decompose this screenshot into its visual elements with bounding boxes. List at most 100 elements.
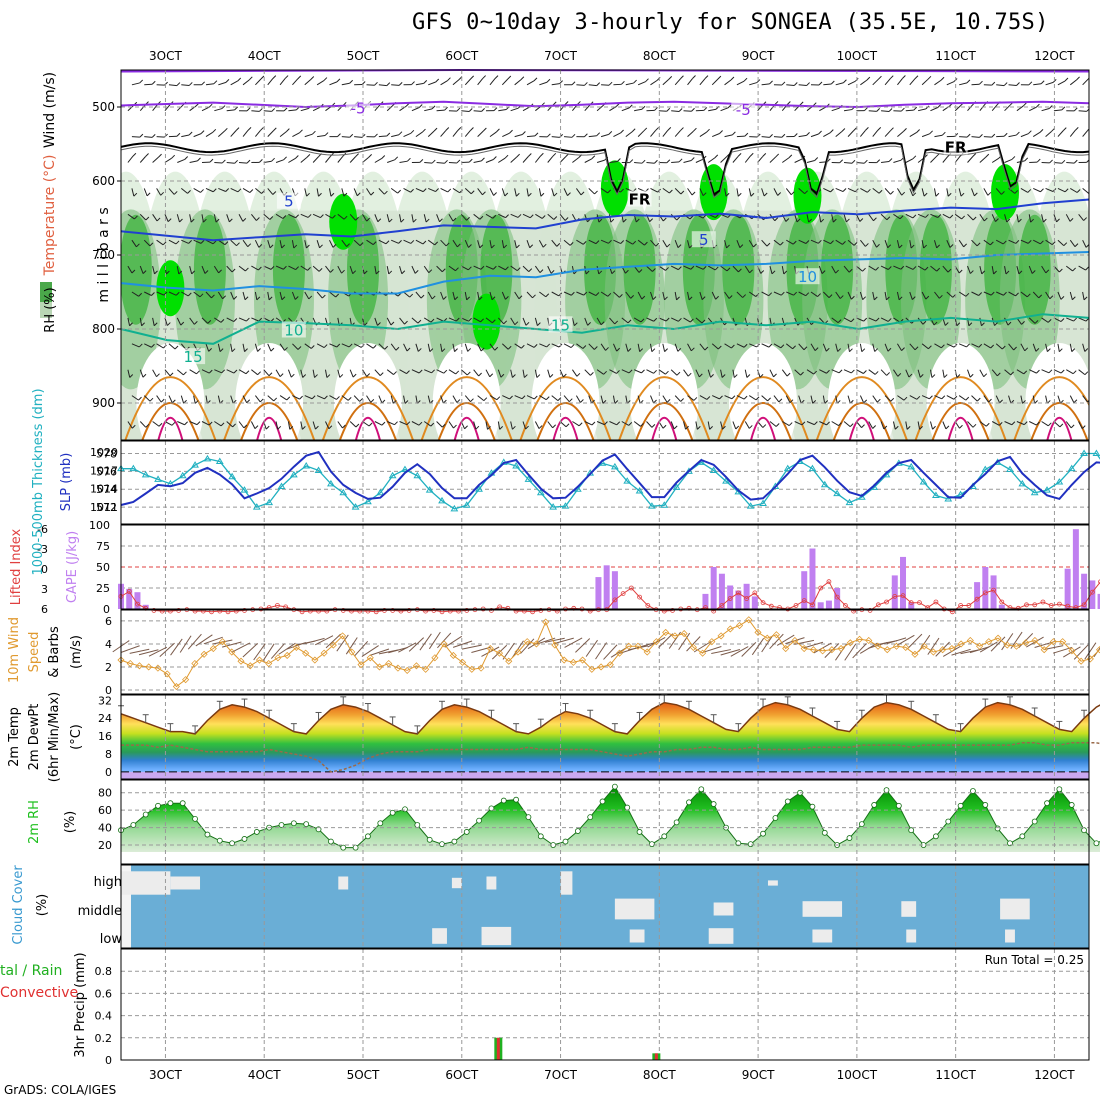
wind-barb bbox=[720, 369, 723, 378]
wind-barb-flag bbox=[268, 372, 273, 377]
wind-barb bbox=[300, 108, 309, 112]
wind-barb bbox=[893, 213, 901, 220]
rh2m-point bbox=[747, 841, 754, 848]
wind-barb bbox=[275, 159, 284, 163]
wind-barb-flag bbox=[257, 348, 261, 352]
middle-cloud-block bbox=[1000, 898, 1030, 920]
cape-bar bbox=[1097, 593, 1100, 609]
wind-barb bbox=[843, 214, 847, 223]
wind-barb bbox=[736, 395, 745, 400]
wind-barb bbox=[312, 156, 319, 163]
surface-wind-barb bbox=[693, 641, 712, 653]
wind-barb-flag bbox=[388, 218, 393, 223]
wind-barb bbox=[1069, 79, 1077, 86]
wind-speed-point bbox=[911, 650, 919, 658]
wind-barb bbox=[391, 239, 399, 244]
wind-barb bbox=[378, 84, 387, 87]
wind-barb bbox=[905, 265, 914, 270]
wind-barb bbox=[489, 395, 498, 401]
wind-barb-flag bbox=[916, 395, 921, 400]
wind-barb-flag bbox=[431, 295, 436, 300]
wind-barb-flag bbox=[233, 296, 238, 300]
wind-barb-flag bbox=[925, 295, 930, 300]
wind-barb bbox=[514, 188, 517, 197]
run-total-label: Run Total = 0.25 bbox=[985, 953, 1084, 967]
thickness-point bbox=[1018, 479, 1027, 487]
wind-barb bbox=[312, 213, 321, 219]
wind-barb-flag bbox=[220, 319, 225, 323]
wind-barb-flag bbox=[308, 295, 313, 300]
wind-barb-flag bbox=[958, 269, 963, 274]
wind-barb bbox=[634, 108, 643, 112]
wind-barb bbox=[868, 421, 874, 429]
thickness-point bbox=[759, 499, 767, 506]
wind-barb bbox=[1041, 317, 1049, 323]
surface-wind-barb bbox=[452, 640, 473, 648]
low-cloud-block bbox=[1005, 929, 1015, 943]
wind-barb-flag bbox=[355, 153, 359, 157]
wind-barb bbox=[325, 421, 330, 429]
top-time-label: 8OCT bbox=[643, 49, 676, 63]
wind-barb-flag bbox=[394, 156, 399, 161]
wind-barb bbox=[835, 131, 843, 137]
surface-wind-barb bbox=[686, 636, 701, 652]
wind-barb bbox=[933, 188, 937, 197]
wind-barb bbox=[843, 162, 853, 164]
wind-barb bbox=[1004, 369, 1011, 376]
wind-barb-flag bbox=[505, 296, 509, 300]
wind-barb bbox=[423, 214, 427, 223]
rh2m-point bbox=[710, 801, 717, 807]
wind-barb-flag bbox=[727, 104, 732, 109]
wind-barb bbox=[300, 421, 303, 430]
wind-barb bbox=[1053, 162, 1062, 164]
wind-barb-flag bbox=[370, 191, 375, 196]
wind-barb bbox=[979, 214, 985, 222]
wind-barb bbox=[214, 108, 223, 112]
wind-barb-flag bbox=[419, 158, 424, 163]
wind-barb-flag bbox=[225, 78, 230, 83]
rh2m-point bbox=[303, 821, 310, 828]
wind-barb-flag bbox=[730, 76, 735, 81]
wind-barb bbox=[452, 343, 456, 352]
wind-barb bbox=[139, 369, 144, 378]
wind-barb-flag bbox=[234, 159, 239, 164]
wind-barb-flag bbox=[456, 107, 461, 112]
thickness-point bbox=[981, 465, 990, 473]
wind-barb bbox=[732, 317, 737, 326]
wind-barb-flag bbox=[732, 131, 736, 136]
wind-barb-flag bbox=[780, 291, 785, 296]
temp-contour-30 bbox=[157, 417, 184, 440]
rh2m-point bbox=[253, 829, 260, 835]
wind-barb bbox=[724, 343, 732, 349]
wind-barb bbox=[757, 104, 764, 112]
wind-barb-flag bbox=[806, 82, 810, 86]
wind-barb bbox=[287, 369, 292, 378]
wind-barb bbox=[485, 159, 494, 163]
rh2m-point bbox=[377, 820, 384, 827]
wind-barb bbox=[621, 421, 630, 426]
surface-wind-barb bbox=[658, 633, 674, 648]
wind-barb-flag bbox=[482, 127, 487, 132]
wind-barb bbox=[317, 135, 326, 138]
wind-barb bbox=[362, 369, 368, 377]
wind-barb-flag bbox=[203, 218, 207, 223]
rh2m-point bbox=[439, 841, 445, 848]
wind-barb bbox=[168, 291, 177, 296]
wind-barb bbox=[600, 239, 609, 244]
wind-barb-flag bbox=[702, 265, 707, 270]
wind-barb bbox=[217, 395, 221, 404]
wind-speed-point bbox=[154, 664, 162, 672]
cape-bar bbox=[817, 602, 824, 609]
wind-barb-flag bbox=[213, 80, 218, 85]
wind-barb bbox=[835, 395, 838, 404]
wind-barb-flag bbox=[835, 269, 839, 274]
wind-barb bbox=[353, 395, 361, 402]
surface-wind-barb bbox=[120, 645, 140, 653]
wind-barb-flag bbox=[481, 157, 485, 162]
wind-barb bbox=[251, 317, 259, 322]
wind-barb bbox=[539, 343, 547, 348]
rh-plume-dark bbox=[1018, 214, 1051, 325]
wind-barb-flag bbox=[132, 152, 137, 157]
surface-wind-barb bbox=[852, 643, 867, 659]
wind-speed-point bbox=[828, 646, 836, 654]
